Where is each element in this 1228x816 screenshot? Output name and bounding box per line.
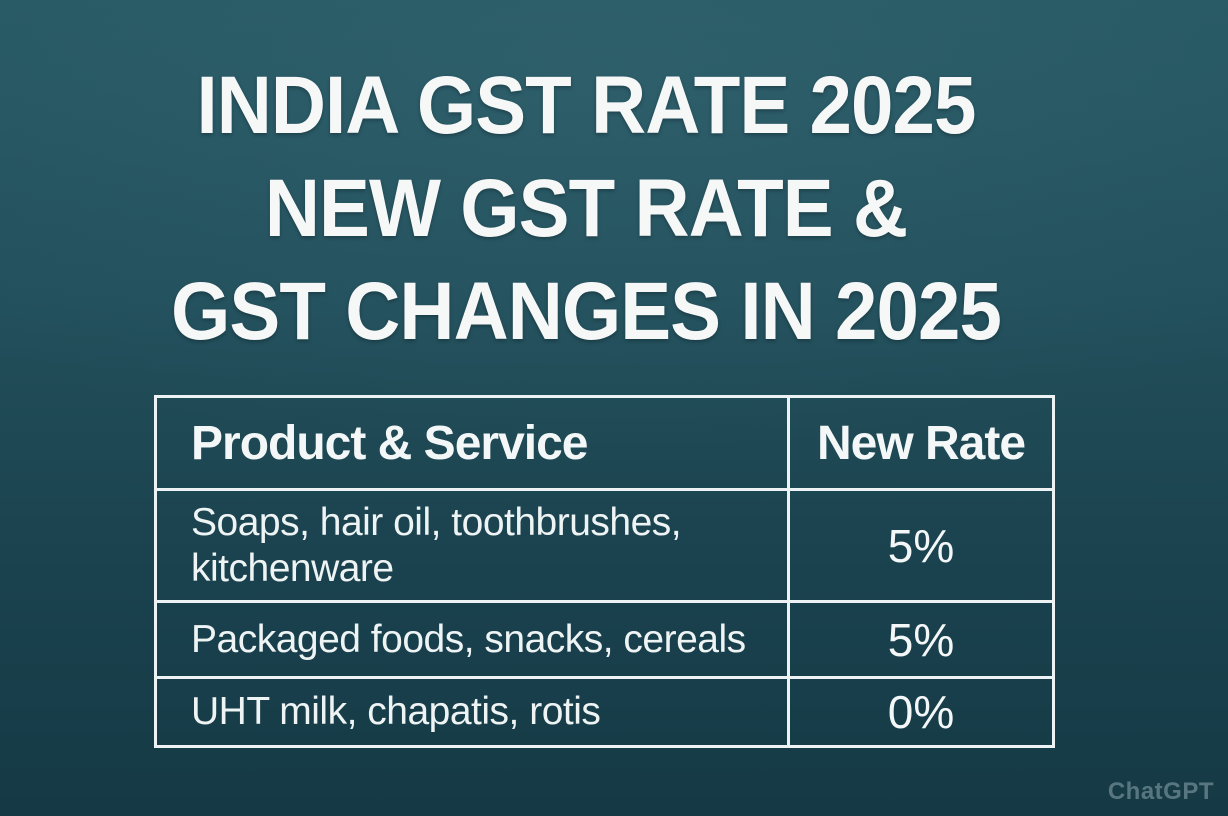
column-header-product-service: Product & Service — [154, 395, 790, 491]
chatgpt-watermark: ChatGPT — [1107, 778, 1214, 805]
rate-cell: 5% — [787, 488, 1055, 603]
product-cell: Soaps, hair oil, toothbrushes, kitchenwa… — [154, 488, 790, 603]
product-cell: Packaged foods, snacks, cereals — [154, 600, 790, 679]
title-line-3: GST CHANGES IN 2025 — [171, 266, 1002, 357]
product-cell: UHT milk, chapatis, rotis — [154, 676, 790, 748]
page-title: INDIA GST RATE 2025 NEW GST RATE & GST C… — [130, 54, 1041, 363]
column-header-new-rate: New Rate — [787, 395, 1055, 491]
table-header-row: Product & Service New Rate — [154, 395, 1055, 491]
title-line-2: NEW GST RATE & — [264, 163, 908, 254]
table-row: Soaps, hair oil, toothbrushes, kitchenwa… — [154, 488, 1055, 603]
rate-cell: 0% — [787, 676, 1055, 748]
table-row: UHT milk, chapatis, rotis 0% — [154, 676, 1055, 748]
title-line-1: INDIA GST RATE 2025 — [196, 60, 976, 151]
rate-cell: 5% — [787, 600, 1055, 679]
table-row: Packaged foods, snacks, cereals 5% — [154, 600, 1055, 679]
gst-rate-table: Product & Service New Rate Soaps, hair o… — [154, 395, 1055, 748]
